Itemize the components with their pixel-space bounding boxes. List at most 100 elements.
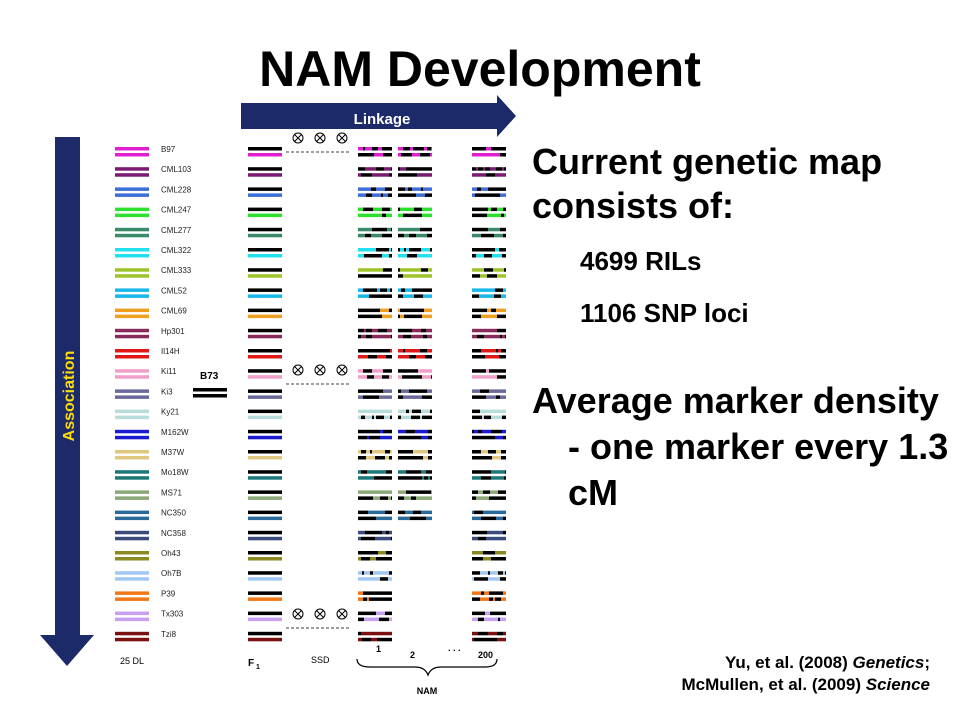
ril-segment	[398, 496, 404, 500]
ril-segment	[408, 334, 411, 339]
ril-segment	[428, 450, 432, 454]
founder-name-tx303: Tx303	[161, 610, 184, 619]
ril-segment	[498, 409, 506, 414]
ril-segment	[427, 233, 429, 238]
ril-segment	[358, 308, 366, 313]
citation: Yu, et al. (2008) Genetics; McMullen, et…	[682, 652, 931, 696]
ril-segment	[398, 254, 407, 258]
ril-segment	[403, 395, 408, 399]
ril-segment	[373, 470, 375, 474]
ril-segment	[485, 308, 487, 313]
ril-segment	[358, 355, 364, 359]
ril-segment	[366, 248, 372, 252]
ril-segment	[483, 510, 492, 515]
ril-segment	[391, 334, 392, 339]
ril-segment	[497, 274, 499, 278]
ril-segment	[472, 274, 480, 278]
ril-segment	[478, 611, 485, 616]
ril-segment	[476, 349, 481, 353]
f1-label: F	[248, 658, 254, 669]
ril-segment	[411, 510, 413, 515]
ril-segment	[502, 415, 505, 420]
ril-segment	[481, 450, 488, 454]
ril-segment	[483, 187, 488, 191]
ril-segment	[382, 375, 389, 379]
ril-segment	[376, 597, 383, 601]
f1-line-cml333	[248, 274, 282, 278]
founder-name-ky21: Ky21	[161, 408, 180, 417]
ril-segment	[381, 294, 383, 298]
ril-segment	[411, 496, 416, 500]
founder-line-cml277-a	[115, 227, 149, 232]
ril-segment	[358, 571, 362, 575]
ril-segment	[486, 227, 488, 232]
ril-segment	[363, 207, 371, 212]
ril-segment	[383, 597, 387, 601]
ril-segment	[409, 369, 418, 373]
ril-segment	[472, 147, 481, 151]
f1-line-b73-m37w	[248, 450, 282, 454]
ril-segment	[383, 429, 390, 434]
ril-segment	[361, 591, 363, 595]
ril-segment	[430, 274, 432, 278]
ril-segment	[368, 536, 373, 541]
ril-segment	[383, 268, 392, 272]
ril-segment	[498, 369, 500, 373]
founder-line-ki11-a	[115, 369, 149, 373]
ril-segment	[429, 233, 432, 238]
ril-segment	[358, 294, 363, 298]
citation-line-2: McMullen, et al. (2009) Science	[682, 674, 931, 696]
ril-segment	[488, 637, 497, 642]
ril-segment	[495, 268, 504, 272]
ril-segment	[380, 429, 383, 434]
selfing-cross	[294, 366, 302, 374]
ril-segment	[483, 193, 489, 197]
ril-segment	[377, 470, 383, 474]
ril-segment	[398, 375, 402, 379]
founder-line-il14h-b	[115, 355, 149, 359]
founder-name-p39: P39	[161, 589, 176, 598]
f1-line-b73-p39	[248, 591, 282, 595]
ril-segment	[489, 516, 496, 521]
ril-segment	[476, 254, 484, 258]
ril-segment	[373, 496, 380, 500]
ril-segment	[358, 167, 362, 171]
ssd-arrow-1	[286, 132, 350, 153]
ril-segment	[472, 557, 475, 561]
ril-segment	[489, 389, 494, 393]
ril-segment	[482, 415, 484, 420]
ril-segment	[472, 536, 478, 541]
ril-segment	[505, 334, 506, 339]
ril-segment	[400, 167, 406, 171]
ril-segment	[472, 167, 476, 171]
founder-name-il14h: Il14H	[161, 347, 180, 356]
ril-segment	[491, 476, 498, 480]
ril-segment	[398, 153, 401, 157]
ril-segment	[419, 167, 423, 171]
ril-segment	[358, 254, 361, 258]
ril-segment	[386, 415, 390, 420]
ril-segment	[362, 637, 371, 642]
ril-segment	[408, 213, 417, 218]
ril-segment	[386, 213, 392, 218]
ril-segment	[358, 591, 361, 595]
f1-line-hp301	[248, 334, 282, 339]
ril-segment	[418, 147, 424, 151]
ril-segment	[476, 153, 484, 157]
ril-segment	[387, 591, 392, 595]
ril-segment	[390, 349, 392, 353]
ril-segment	[423, 187, 426, 191]
ril-segment	[385, 153, 392, 157]
f1-line-tx303	[248, 617, 282, 622]
ril-segment	[374, 349, 381, 353]
ril-segment	[496, 516, 503, 521]
ril-segment	[358, 551, 361, 555]
founder-line-tzi8-b	[115, 637, 149, 642]
ril-segment	[505, 571, 506, 575]
ril-segment	[497, 334, 500, 339]
ril-segment	[416, 193, 425, 197]
ril-segment	[412, 328, 421, 333]
ril-segment	[377, 294, 381, 298]
ril-segment	[496, 470, 505, 474]
ril-segment	[481, 496, 485, 500]
